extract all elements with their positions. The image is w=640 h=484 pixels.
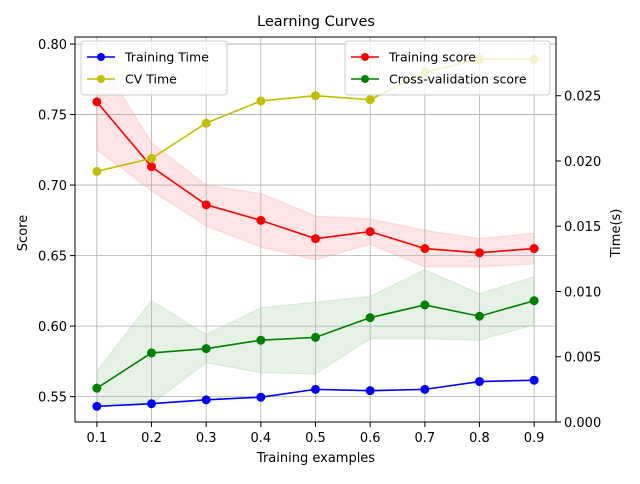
time-series-point-1-2 xyxy=(201,118,211,128)
time-series-point-1-1 xyxy=(147,153,157,163)
y-left-tick-label: 0.70 xyxy=(38,179,67,194)
legend-left: Training Time CV Time xyxy=(80,40,228,96)
legend-right-swatch-marker-1 xyxy=(361,75,369,83)
x-tick-label: 0.2 xyxy=(141,431,162,446)
chart-title: Learning Curves xyxy=(257,14,375,30)
score-series-point-0-1 xyxy=(147,162,157,172)
y-left-tick-label: 0.75 xyxy=(38,109,67,124)
time-series-point-0-0 xyxy=(92,401,102,411)
x-tick-label: 0.6 xyxy=(360,431,381,446)
time-series-point-0-3 xyxy=(256,392,266,402)
x-tick-label: 0.8 xyxy=(469,431,490,446)
y-right-tick-label: 0.005 xyxy=(564,351,601,366)
y-left-tick-label: 0.80 xyxy=(38,38,67,53)
series-markers xyxy=(92,54,539,411)
score-series-point-1-7 xyxy=(474,311,484,321)
y-right-tick-label: 0.010 xyxy=(564,285,601,300)
x-tick-label: 0.9 xyxy=(524,431,545,446)
legend-right: Training score Cross-validation score xyxy=(344,40,551,96)
y-left-tick-label: 0.65 xyxy=(38,250,67,265)
y-axis-label-right: Time(s) xyxy=(609,209,624,259)
y-right-tick-label: 0.020 xyxy=(564,155,601,170)
time-series-point-0-6 xyxy=(420,384,430,394)
y-left-tick-label: 0.60 xyxy=(38,320,67,335)
legend-entry-label: Training score xyxy=(388,50,476,65)
axis-ticks: 0.1 0.2 0.3 0.4 0.5 0.6 0.7 0.8 0.9 0.55 0.60 0.65 0… xyxy=(38,38,601,446)
time-series-point-1-3 xyxy=(256,96,266,106)
x-tick-label: 0.5 xyxy=(305,431,326,446)
legend-right-box xyxy=(344,40,551,96)
score-series-point-1-8 xyxy=(529,296,539,306)
x-axis-label: Training examples xyxy=(256,451,375,466)
score-series-point-1-1 xyxy=(147,348,157,358)
legend-left-box xyxy=(80,40,228,96)
time-series-point-0-2 xyxy=(201,395,211,405)
score-series-point-1-4 xyxy=(311,332,320,342)
y-right-tick-label: 0.000 xyxy=(564,416,601,431)
score-series-point-1-5 xyxy=(365,313,375,323)
score-series-point-0-3 xyxy=(256,215,266,225)
score-series-point-0-8 xyxy=(529,244,539,254)
score-series-point-0-6 xyxy=(420,244,430,254)
score-series-point-0-5 xyxy=(365,227,375,237)
score-series-point-1-6 xyxy=(420,300,430,310)
legend-entry-label: Cross-validation score xyxy=(389,72,527,87)
score-series-point-0-0 xyxy=(92,97,102,107)
score-series-point-0-4 xyxy=(311,234,320,244)
y-right-tick-label: 0.025 xyxy=(564,90,601,105)
legends: Training Time CV Time Training score Cross-… xyxy=(80,40,551,96)
x-tick-label: 0.3 xyxy=(196,431,217,446)
time-series-point-0-1 xyxy=(147,399,157,409)
legend-right-swatch-marker-0 xyxy=(361,53,369,61)
time-series-point-0-4 xyxy=(311,384,320,394)
score-series-point-1-0 xyxy=(92,383,102,393)
legend-left-swatch-marker-1 xyxy=(97,75,105,83)
y-axis-label-left: Score xyxy=(16,215,31,251)
x-tick-label: 0.1 xyxy=(87,431,108,446)
time-series-point-0-8 xyxy=(529,375,539,385)
time-series-point-1-0 xyxy=(92,166,102,176)
score-series-point-1-2 xyxy=(201,344,211,354)
legend-left-swatch-marker-0 xyxy=(97,53,105,61)
y-left-tick-label: 0.55 xyxy=(38,391,67,406)
legend-entry-label: CV Time xyxy=(125,72,177,87)
x-tick-label: 0.4 xyxy=(250,431,271,446)
x-tick-label: 0.7 xyxy=(414,431,435,446)
score-series-point-0-7 xyxy=(474,248,484,258)
legend-entry-label: Training Time xyxy=(124,50,209,65)
y-right-tick-label: 0.015 xyxy=(564,220,601,235)
time-series-point-1-5 xyxy=(365,95,375,105)
score-series-point-1-3 xyxy=(256,335,266,345)
time-series-point-1-4 xyxy=(311,91,320,101)
score-series-point-0-2 xyxy=(201,200,211,210)
time-series-point-0-5 xyxy=(365,386,375,396)
time-series-point-0-7 xyxy=(474,377,484,387)
